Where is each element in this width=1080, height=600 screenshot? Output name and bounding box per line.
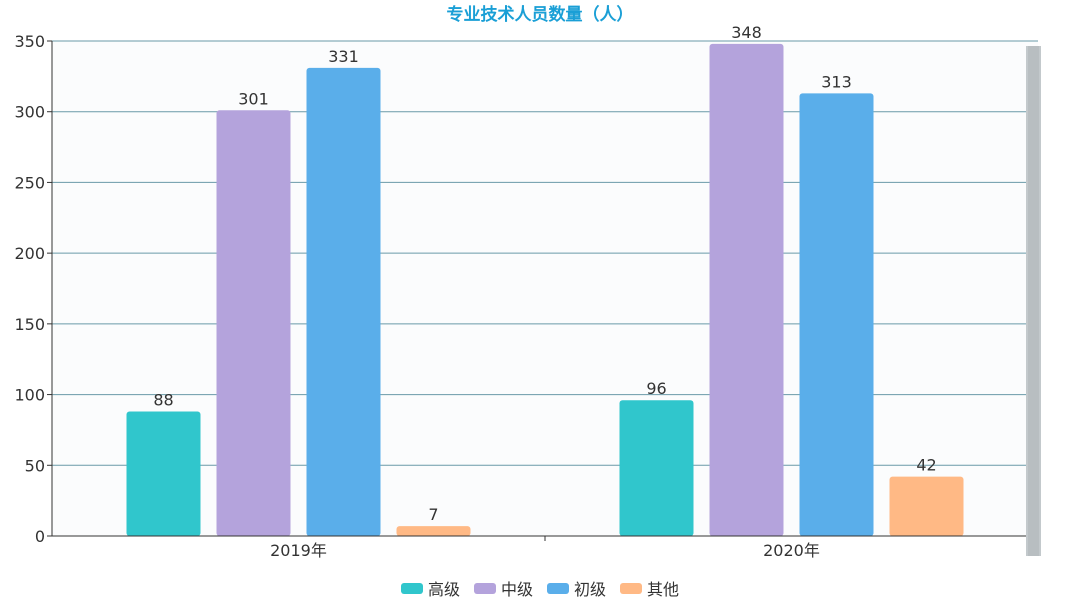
y-tick-label: 0 bbox=[35, 527, 45, 546]
zoom-slider-handle[interactable] bbox=[1028, 46, 1039, 556]
bar bbox=[396, 526, 471, 536]
y-tick-label: 100 bbox=[14, 386, 45, 405]
bar bbox=[889, 476, 964, 536]
x-tick-label: 2019年 bbox=[270, 541, 327, 560]
legend-item[interactable]: 初级 bbox=[547, 576, 606, 600]
data-label: 7 bbox=[428, 505, 438, 524]
legend-swatch bbox=[547, 582, 569, 594]
legend-swatch bbox=[400, 582, 423, 594]
bar bbox=[709, 43, 784, 536]
y-tick-label: 50 bbox=[25, 456, 45, 475]
y-tick-label: 150 bbox=[14, 315, 45, 334]
chart-legend: 高级 中级 初级 其他 bbox=[0, 576, 1080, 600]
bar bbox=[216, 110, 291, 537]
y-tick-label: 250 bbox=[14, 173, 45, 192]
legend-swatch bbox=[620, 582, 643, 594]
axis-layer: 0 50 100 150 200 250 300 350 2019年 2020年 bbox=[14, 32, 1041, 560]
y-tick-label: 350 bbox=[14, 32, 45, 51]
data-label: 348 bbox=[731, 23, 762, 42]
legend-label: 其他 bbox=[647, 580, 680, 599]
bar bbox=[799, 93, 874, 536]
grid-layer bbox=[52, 40, 1038, 536]
bar bbox=[306, 67, 381, 536]
bar bbox=[619, 400, 694, 536]
legend-label: 高级 bbox=[427, 580, 460, 599]
plot-area bbox=[52, 41, 1038, 536]
data-label: 313 bbox=[821, 72, 852, 91]
bar bbox=[126, 411, 201, 536]
data-label: 42 bbox=[916, 456, 936, 475]
data-label: 301 bbox=[238, 89, 269, 108]
legend-item[interactable]: 高级 bbox=[400, 576, 460, 600]
data-label: 96 bbox=[646, 379, 666, 398]
bar-layer bbox=[126, 43, 964, 537]
chart-title: 专业技术人员数量（人） bbox=[446, 5, 634, 25]
data-label: 331 bbox=[328, 47, 359, 66]
label-layer: 88 301 331 7 96 348 313 42 bbox=[153, 23, 936, 524]
legend-label: 初级 bbox=[574, 580, 607, 599]
legend-item[interactable]: 中级 bbox=[473, 576, 533, 600]
y-tick-label: 200 bbox=[14, 244, 45, 263]
x-tick-label: 2020年 bbox=[763, 541, 820, 560]
legend-label: 中级 bbox=[500, 580, 533, 599]
bar-chart: 88 301 331 7 96 348 313 42 0 50 100 150 200 250 300 35… bbox=[14, 23, 1041, 560]
legend-swatch bbox=[473, 582, 496, 594]
y-tick-label: 300 bbox=[14, 103, 45, 122]
legend-item[interactable]: 其他 bbox=[620, 576, 679, 600]
data-label: 88 bbox=[153, 391, 173, 410]
